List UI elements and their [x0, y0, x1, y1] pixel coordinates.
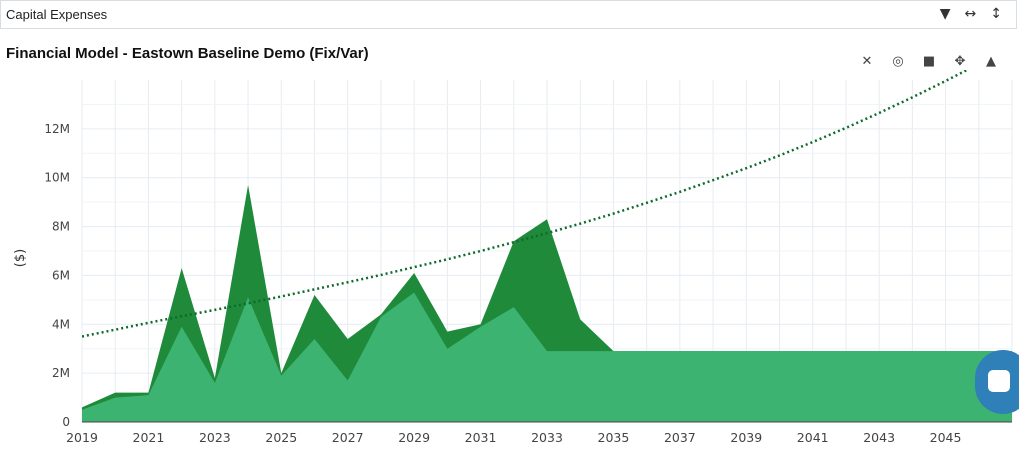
y-tick-label: 12M [44, 122, 70, 136]
expand-horizontal-icon[interactable]: ↔ [964, 6, 977, 22]
x-tick-label: 2029 [398, 430, 430, 445]
home-icon[interactable]: ▲ [986, 53, 996, 69]
y-tick-label: 4M [52, 317, 70, 331]
expand-vertical-icon[interactable]: ↕ [990, 6, 1002, 22]
x-tick-label: 2031 [465, 430, 497, 445]
y-tick-label: 0 [62, 415, 70, 429]
x-tick-label: 2021 [133, 430, 165, 445]
x-tick-label: 2037 [664, 430, 696, 445]
y-tick-label: 8M [52, 220, 70, 234]
hover-compare-icon[interactable]: ◎ [892, 53, 904, 69]
y-tick-label: 10M [44, 171, 70, 185]
x-tick-label: 2027 [332, 430, 364, 445]
x-tick-label: 2039 [730, 430, 762, 445]
x-tick-label: 2023 [199, 430, 231, 445]
panel-header: Capital Expenses ▼ ↔ ↕ [0, 0, 1017, 29]
x-tick-label: 2041 [797, 430, 829, 445]
chat-icon [988, 370, 1010, 392]
x-tick-label: 2033 [531, 430, 563, 445]
pan-icon[interactable]: ✥ [954, 53, 966, 69]
chart-modebar: ✕ ◎ ■ ✥ ▲ [858, 52, 1000, 70]
collapse-dropdown-icon[interactable]: ▼ [939, 6, 951, 22]
toggle-spikelines-icon[interactable]: ✕ [861, 53, 873, 69]
chart-title: Financial Model - Eastown Baseline Demo … [6, 45, 369, 62]
area-series-bottom [82, 292, 1012, 422]
y-axis-label: ($) [13, 249, 28, 267]
chat-launcher-button[interactable] [975, 350, 1019, 414]
x-tick-label: 2045 [930, 430, 962, 445]
x-tick-label: 2019 [66, 430, 98, 445]
x-tick-label: 2025 [265, 430, 297, 445]
y-tick-label: 6M [52, 268, 70, 282]
panel-title: Capital Expenses [6, 7, 108, 22]
camera-icon[interactable]: ■ [922, 53, 936, 69]
panel-controls: ▼ ↔ ↕ [940, 5, 1002, 23]
trend-line [82, 70, 970, 338]
x-tick-label: 2043 [863, 430, 895, 445]
x-tick-label: 2035 [598, 430, 630, 445]
y-tick-label: 2M [52, 366, 70, 380]
